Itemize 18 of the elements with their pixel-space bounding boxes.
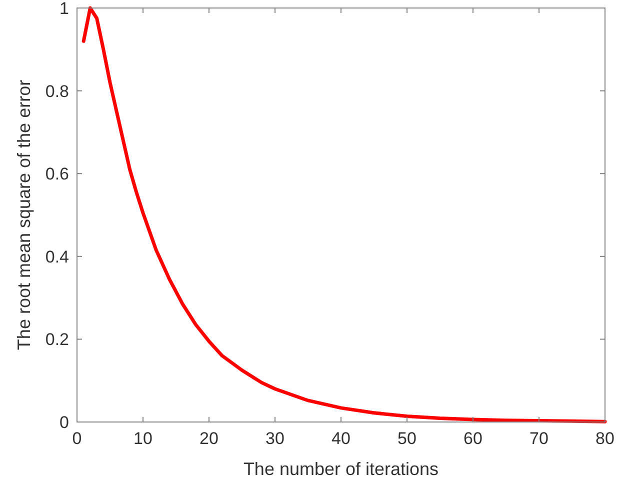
- x-tick-label: 80: [596, 429, 614, 448]
- y-tick-label: 0.2: [45, 330, 69, 350]
- y-axis-title: The root mean square of the error: [14, 80, 34, 350]
- x-tick-label: 0: [72, 429, 82, 448]
- y-tick-label: 0: [60, 413, 69, 432]
- x-tick-label: 10: [134, 429, 152, 448]
- y-tick-label: 0.6: [45, 164, 69, 184]
- x-tick-label: 20: [200, 429, 218, 448]
- x-tick-label: 30: [266, 429, 284, 448]
- x-axis-title: The number of iterations: [243, 459, 439, 479]
- x-tick-label: 40: [332, 429, 350, 448]
- x-tick-label: 70: [530, 429, 548, 448]
- y-tick-label: 1: [60, 0, 69, 18]
- x-tick-label: 60: [464, 429, 482, 448]
- y-tick-label: 0.8: [45, 82, 69, 101]
- line-series: [82, 6, 607, 424]
- y-tick-label: 0.4: [45, 247, 69, 266]
- x-tick-label: 50: [398, 429, 416, 448]
